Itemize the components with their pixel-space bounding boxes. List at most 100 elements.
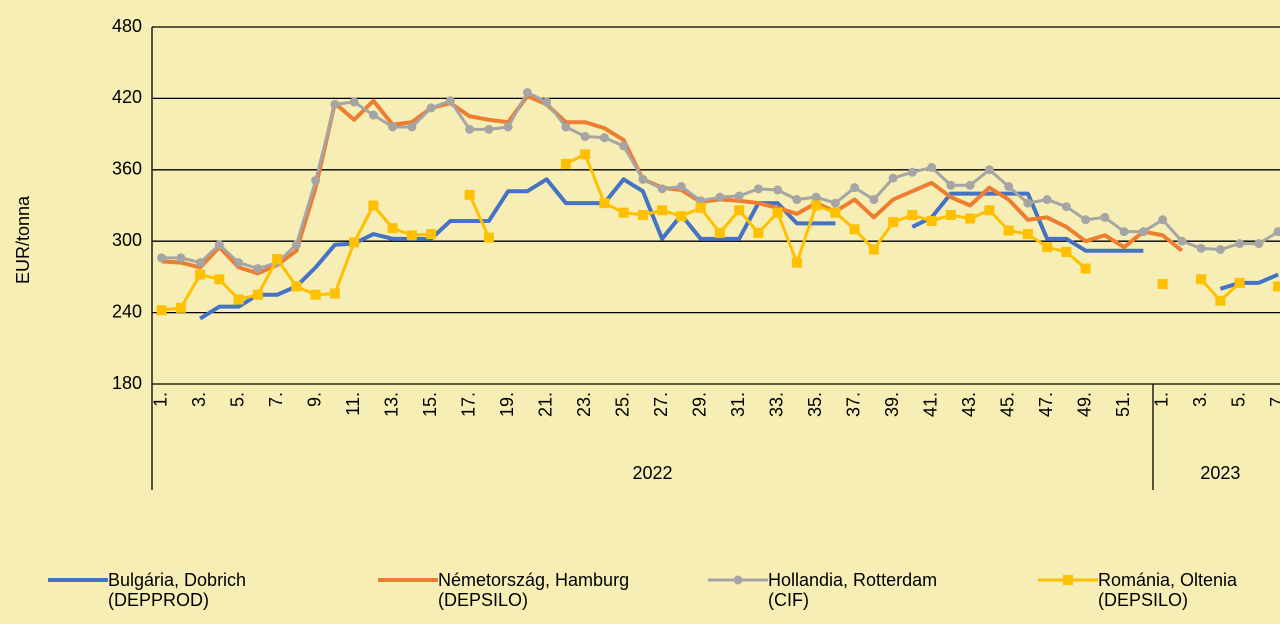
point xyxy=(522,87,532,97)
y-tick-label: 240 xyxy=(112,301,142,321)
x-tick-label: 51. xyxy=(1113,392,1133,417)
point xyxy=(1196,243,1206,253)
x-tick-label: 3. xyxy=(189,392,209,407)
point xyxy=(791,257,802,268)
x-tick-label: 1. xyxy=(1151,392,1171,407)
point xyxy=(1234,277,1245,288)
legend-swatch xyxy=(48,578,108,582)
x-tick-label: 21. xyxy=(535,392,555,417)
legend: Bulgária, Dobrich (DEPPROD) Németország, … xyxy=(0,570,1280,624)
point xyxy=(695,202,706,213)
point xyxy=(811,192,821,202)
point xyxy=(926,215,937,226)
point xyxy=(1215,295,1226,306)
point xyxy=(560,158,571,169)
point xyxy=(927,162,937,172)
point xyxy=(156,305,167,316)
point xyxy=(561,122,571,132)
legend-label: Hollandia, Rotterdam (CIF) xyxy=(768,570,938,610)
point xyxy=(1235,239,1245,249)
point xyxy=(580,131,590,141)
point xyxy=(291,240,301,250)
point xyxy=(792,195,802,205)
point xyxy=(714,227,725,238)
point xyxy=(465,124,475,134)
legend-swatch xyxy=(1038,575,1098,585)
point xyxy=(503,122,513,132)
x-tick-label: 43. xyxy=(959,392,979,417)
legend-item: Németország, Hamburg (DEPSILO) xyxy=(378,570,638,610)
legend-swatch xyxy=(708,575,768,585)
point xyxy=(637,210,648,221)
point xyxy=(1100,212,1110,222)
x-tick-label: 33. xyxy=(766,392,786,417)
point xyxy=(426,103,436,113)
x-tick-label: 7. xyxy=(266,392,286,407)
point xyxy=(349,237,360,248)
point xyxy=(984,165,994,175)
x-tick-label: 5. xyxy=(227,392,247,407)
point xyxy=(945,210,956,221)
point xyxy=(618,207,629,218)
x-tick-label: 37. xyxy=(843,392,863,417)
point xyxy=(1042,195,1052,205)
point xyxy=(965,180,975,190)
y-tick-label: 360 xyxy=(112,159,142,179)
point xyxy=(368,110,378,120)
point xyxy=(1158,215,1168,225)
point xyxy=(1061,246,1072,257)
point xyxy=(329,288,340,299)
point xyxy=(1273,227,1280,237)
point xyxy=(830,207,841,218)
point xyxy=(849,224,860,235)
point xyxy=(1061,202,1071,212)
point xyxy=(733,575,743,585)
point xyxy=(599,133,609,143)
y-tick-label: 180 xyxy=(112,373,142,393)
y-tick-label: 300 xyxy=(112,230,142,250)
point xyxy=(946,180,956,190)
point xyxy=(426,229,437,240)
point xyxy=(1273,281,1280,292)
x-tick-label: 27. xyxy=(651,392,671,417)
point xyxy=(214,240,224,250)
point xyxy=(1023,198,1033,208)
series-line xyxy=(161,90,1279,271)
x-tick-label: 19. xyxy=(497,392,517,417)
point xyxy=(907,167,917,177)
point xyxy=(676,181,686,191)
point xyxy=(464,189,475,200)
legend-item: Románia, Oltenia (DEPSILO) xyxy=(1038,570,1280,610)
point xyxy=(965,213,976,224)
legend-item: Hollandia, Rotterdam (CIF) xyxy=(708,570,968,610)
point xyxy=(715,192,725,202)
point xyxy=(252,289,263,300)
point xyxy=(157,253,167,263)
point xyxy=(850,183,860,193)
point xyxy=(387,223,398,234)
point xyxy=(1196,274,1207,285)
point xyxy=(1254,239,1264,249)
point xyxy=(1119,227,1129,237)
x-tick-label: 7. xyxy=(1267,392,1280,407)
point xyxy=(753,227,764,238)
x-tick-label: 45. xyxy=(997,392,1017,417)
x-tick-label: 23. xyxy=(574,392,594,417)
point xyxy=(657,184,667,194)
chart: EUR/tonna 180 240 300 360 420 480 1. 3. 5. 7. 9. 11… xyxy=(13,16,1280,490)
point xyxy=(888,173,898,183)
point xyxy=(195,258,205,268)
point xyxy=(311,176,321,186)
x-tick-label: 39. xyxy=(882,392,902,417)
x-tick-label: 35. xyxy=(805,392,825,417)
point xyxy=(195,269,206,280)
point xyxy=(830,198,840,208)
x-tick-label: 47. xyxy=(1036,392,1056,417)
x-tick-label: 29. xyxy=(689,392,709,417)
point xyxy=(1177,236,1187,246)
point xyxy=(175,302,186,313)
point xyxy=(599,198,610,209)
point xyxy=(753,184,763,194)
point xyxy=(772,207,783,218)
